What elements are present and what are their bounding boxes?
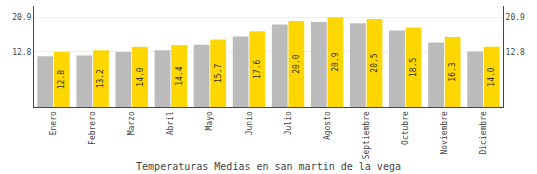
svg-text:Septiembre: Septiembre xyxy=(362,111,371,159)
svg-text:12.8: 12.8 xyxy=(57,70,66,89)
svg-text:16.3: 16.3 xyxy=(448,62,457,81)
svg-text:Noviembre: Noviembre xyxy=(440,111,449,155)
svg-text:14.0: 14.0 xyxy=(487,67,496,86)
svg-text:13.2: 13.2 xyxy=(96,69,105,88)
svg-text:17.6: 17.6 xyxy=(253,59,262,78)
svg-text:20.9: 20.9 xyxy=(12,13,31,22)
svg-text:Enero: Enero xyxy=(49,111,58,135)
svg-text:Abril: Abril xyxy=(166,111,175,135)
svg-text:Octubre: Octubre xyxy=(401,111,410,145)
svg-text:18.5: 18.5 xyxy=(409,58,418,77)
svg-text:Junio: Junio xyxy=(245,111,254,135)
svg-text:Agosto: Agosto xyxy=(323,111,332,140)
svg-text:20.5: 20.5 xyxy=(370,53,379,72)
svg-text:20.9: 20.9 xyxy=(331,52,340,71)
svg-text:14.0: 14.0 xyxy=(136,67,145,86)
svg-text:12.8: 12.8 xyxy=(12,48,31,57)
svg-text:14.4: 14.4 xyxy=(175,66,184,85)
svg-text:20.9: 20.9 xyxy=(506,13,525,22)
svg-text:15.7: 15.7 xyxy=(214,64,223,83)
svg-text:Julio: Julio xyxy=(284,111,293,135)
svg-text:Mayo: Mayo xyxy=(205,111,214,130)
svg-text:Febrero: Febrero xyxy=(88,111,97,145)
svg-text:Diciembre: Diciembre xyxy=(479,111,488,155)
svg-text:Temperaturas Medias en san mar: Temperaturas Medias en san martin de la … xyxy=(136,161,401,172)
svg-text:Marzo: Marzo xyxy=(127,111,136,135)
svg-text:12.8: 12.8 xyxy=(506,48,525,57)
svg-text:20.0: 20.0 xyxy=(292,54,301,73)
